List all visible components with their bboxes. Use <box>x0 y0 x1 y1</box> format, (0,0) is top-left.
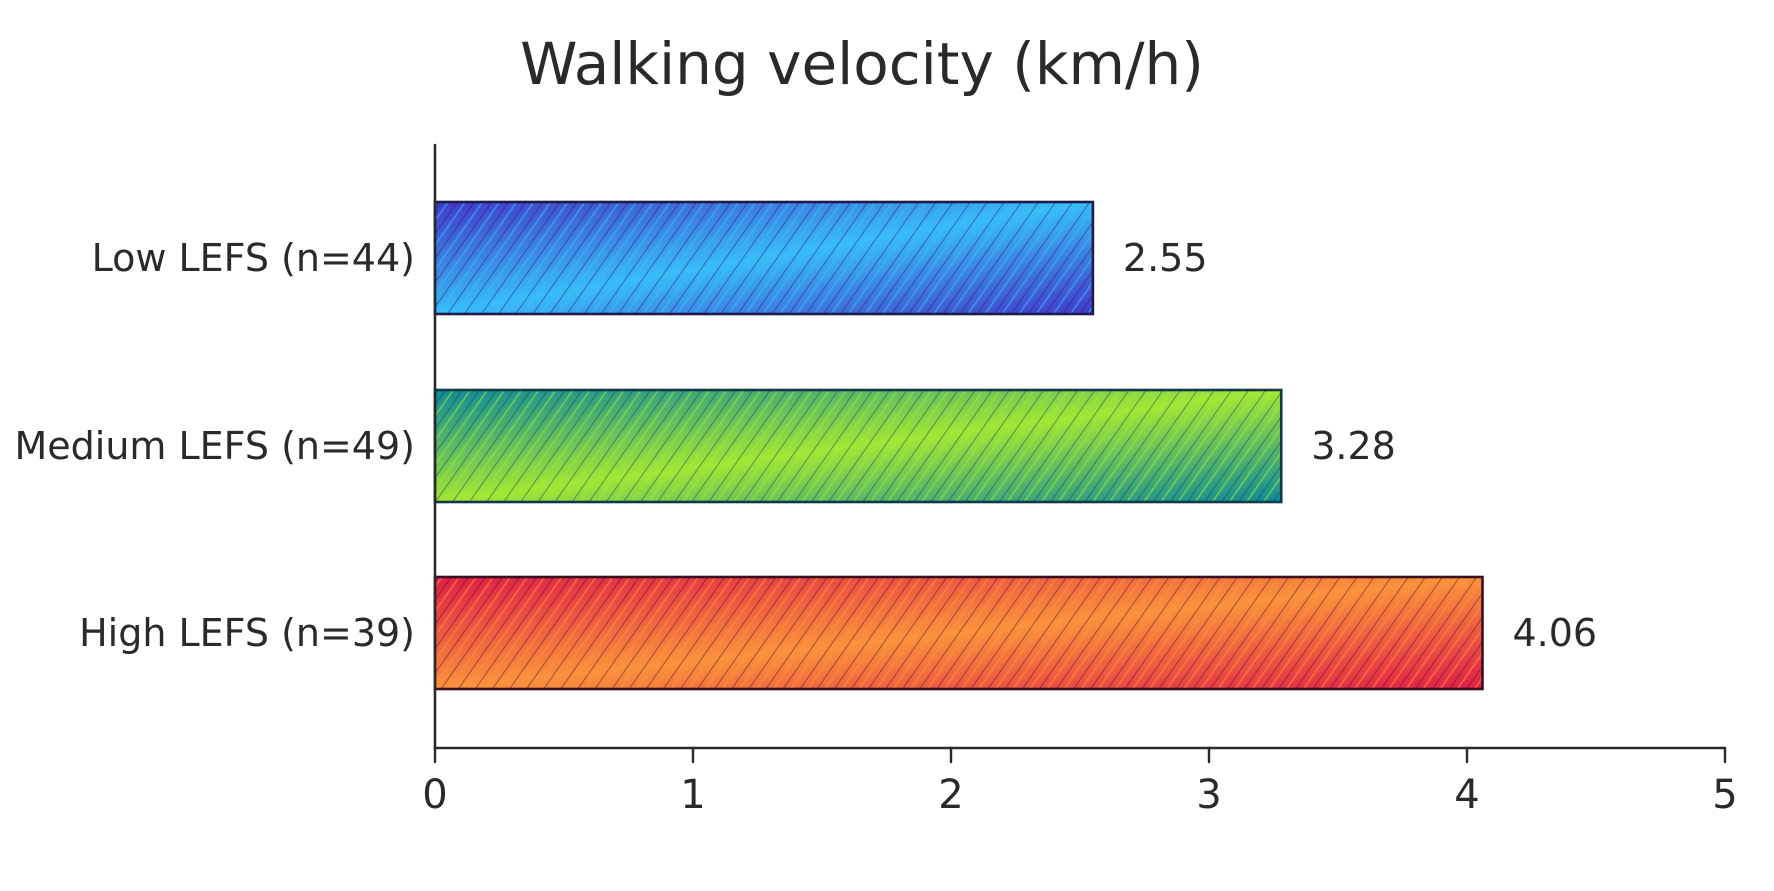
bar-hatching <box>435 577 1483 689</box>
x-tick-label: 3 <box>1196 772 1221 818</box>
bar-hatching <box>435 390 1282 502</box>
labels-layer: Low LEFS (n=44) 2.55 Medium LEFS (n=49) 3.2… <box>14 236 1737 818</box>
axes-layer <box>433 143 1727 764</box>
x-tick-label: 5 <box>1712 772 1737 818</box>
bar-group <box>433 575 1484 691</box>
bar-group <box>433 388 1283 504</box>
value-label: 2.55 <box>1123 236 1208 280</box>
x-tick-label: 4 <box>1454 772 1479 818</box>
category-label: Medium LEFS (n=49) <box>14 424 415 468</box>
x-tick-label: 0 <box>422 772 447 818</box>
chart-title: Walking velocity (km/h) <box>520 30 1204 98</box>
value-label: 4.06 <box>1512 611 1597 655</box>
category-label: High LEFS (n=39) <box>79 611 415 655</box>
bar-hatching <box>435 202 1093 314</box>
category-label: Low LEFS (n=44) <box>92 236 415 280</box>
bars-layer <box>433 200 1484 691</box>
value-label: 3.28 <box>1311 424 1396 468</box>
x-tick-label: 2 <box>938 772 963 818</box>
x-tick-label: 1 <box>680 772 705 818</box>
bar-group <box>433 200 1095 316</box>
